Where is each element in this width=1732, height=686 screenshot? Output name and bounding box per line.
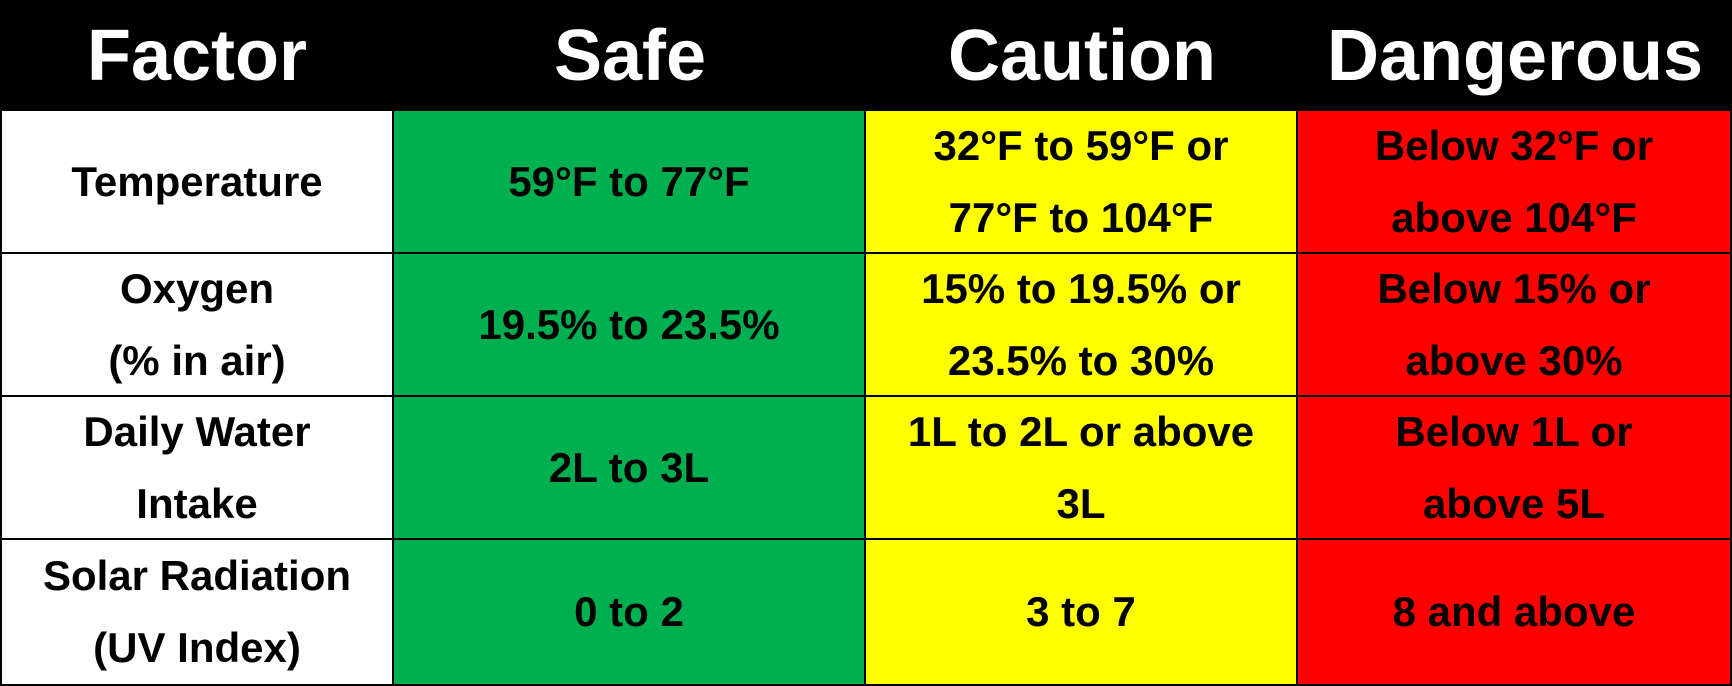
row-uv-safe: 0 to 2 bbox=[394, 540, 866, 686]
row-temperature-caution: 32°F to 59°F or 77°F to 104°F bbox=[866, 111, 1298, 254]
row-oxygen-dangerous: Below 15% or above 30% bbox=[1298, 254, 1732, 397]
row-temperature-factor: Temperature bbox=[0, 111, 394, 254]
row-uv-factor: Solar Radiation (UV Index) bbox=[0, 540, 394, 686]
header-safe: Safe bbox=[394, 0, 866, 111]
row-water-caution: 1L to 2L or above 3L bbox=[866, 397, 1298, 540]
header-dangerous: Dangerous bbox=[1298, 0, 1732, 111]
row-water-factor: Daily Water Intake bbox=[0, 397, 394, 540]
row-uv-dangerous: 8 and above bbox=[1298, 540, 1732, 686]
row-oxygen-safe: 19.5% to 23.5% bbox=[394, 254, 866, 397]
row-temperature-dangerous: Below 32°F or above 104°F bbox=[1298, 111, 1732, 254]
row-water-dangerous: Below 1L or above 5L bbox=[1298, 397, 1732, 540]
header-caution: Caution bbox=[866, 0, 1298, 111]
row-oxygen-caution: 15% to 19.5% or 23.5% to 30% bbox=[866, 254, 1298, 397]
row-oxygen-factor: Oxygen (% in air) bbox=[0, 254, 394, 397]
row-uv-caution: 3 to 7 bbox=[866, 540, 1298, 686]
header-factor: Factor bbox=[0, 0, 394, 111]
row-water-safe: 2L to 3L bbox=[394, 397, 866, 540]
row-temperature-safe: 59°F to 77°F bbox=[394, 111, 866, 254]
